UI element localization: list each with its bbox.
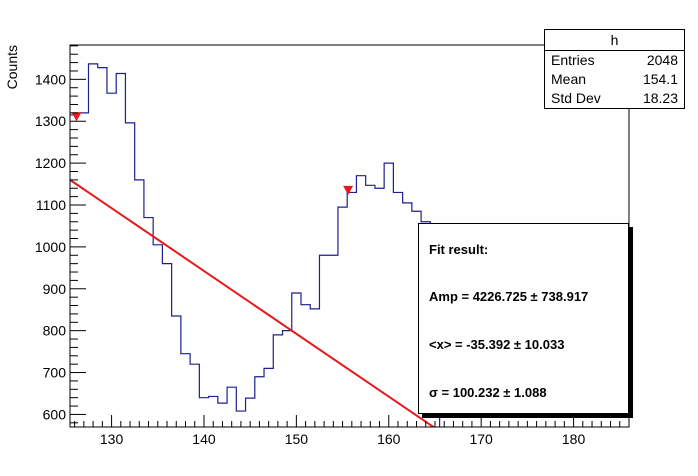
stats-title: h: [545, 30, 684, 51]
y-tick-label: 1300: [35, 113, 66, 129]
histogram-outline: [70, 63, 441, 427]
y-tick-label: 1100: [36, 197, 66, 213]
stats-value: 154.1: [642, 71, 678, 87]
y-tick-label: 600: [43, 406, 67, 422]
fit-curve: [70, 179, 436, 427]
stats-label: Mean: [551, 71, 587, 87]
peak-marker: [343, 185, 354, 195]
x-tick-label: 160: [377, 431, 401, 447]
x-tick-label: 130: [100, 431, 124, 447]
fit-param-sigma: σ = 100.232 ± 1.088: [429, 385, 547, 400]
fit-param-amp: Amp = 4226.725 ± 738.917: [429, 289, 589, 304]
x-tick-label: 180: [562, 431, 586, 447]
fit-result-box: Fit result: Amp = 4226.725 ± 738.917 <x>…: [418, 223, 633, 418]
stats-row-entries: Entries 2048: [545, 51, 684, 70]
y-tick-label: 800: [43, 323, 67, 339]
y-tick-label: 1000: [35, 239, 66, 255]
peak-marker: [71, 112, 82, 122]
fit-param-mean: <x> = -35.392 ± 10.033: [429, 337, 565, 352]
y-tick-label: 700: [43, 365, 67, 381]
y-tick-label: 900: [43, 281, 67, 297]
stats-box: h Entries 2048 Mean 154.1 Std Dev 18.23: [544, 29, 685, 109]
y-axis-label: Counts: [4, 45, 20, 89]
x-tick-label: 170: [469, 431, 493, 447]
stats-row-mean: Mean 154.1: [545, 70, 684, 89]
fit-box-panel: Fit result: Amp = 4226.725 ± 738.917 <x>…: [418, 223, 629, 414]
y-tick-label: 1400: [35, 71, 66, 87]
fit-result-title: Fit result:: [429, 242, 489, 257]
stats-row-stddev: Std Dev 18.23: [545, 89, 684, 108]
stats-label: Std Dev: [551, 90, 601, 106]
stats-label: Entries: [551, 52, 595, 68]
y-tick-label: 1200: [35, 155, 66, 171]
stats-value: 2048: [646, 52, 678, 68]
stats-value: 18.23: [642, 90, 678, 106]
x-tick-label: 140: [192, 431, 216, 447]
x-tick-label: 150: [285, 431, 309, 447]
